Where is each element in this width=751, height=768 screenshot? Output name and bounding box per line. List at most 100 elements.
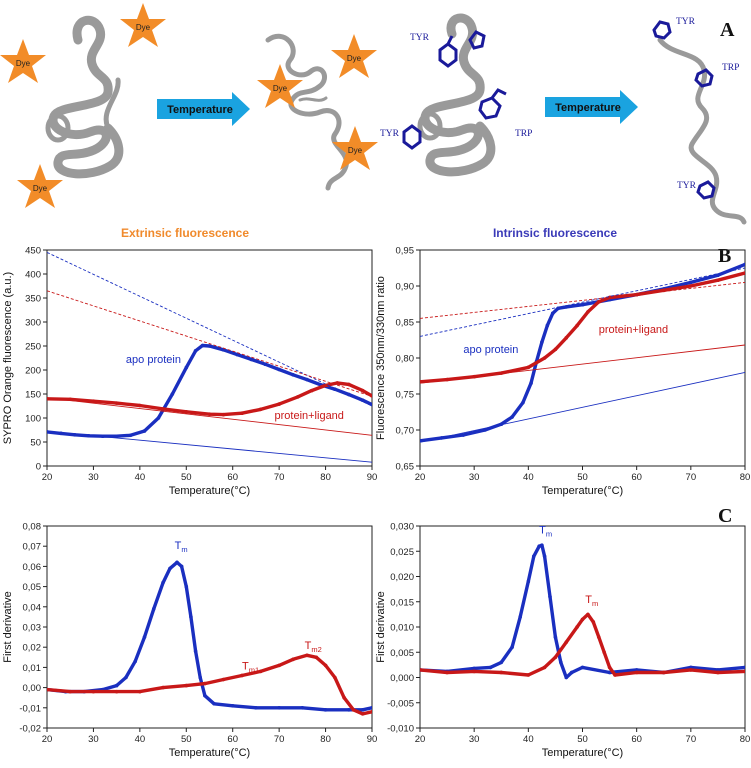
data-point xyxy=(553,655,558,660)
data-point xyxy=(305,653,309,658)
data-point xyxy=(133,659,138,664)
y-tick-label: 100 xyxy=(25,414,41,425)
annotation-label: Tm2 xyxy=(305,640,322,654)
data-point xyxy=(370,706,372,710)
data-point xyxy=(258,669,263,674)
data-point xyxy=(445,670,449,675)
residue-label-tyr: TYR xyxy=(676,17,696,27)
data-point xyxy=(203,693,207,698)
y-tick-label: -0,010 xyxy=(387,724,414,735)
data-point xyxy=(114,689,119,694)
data-point xyxy=(499,670,504,675)
y-tick-label: 150 xyxy=(25,390,41,401)
data-point xyxy=(716,278,720,283)
data-point xyxy=(580,302,585,307)
chart-intrinsic-fluorescence: 20 30 40 50 60 70 80 0,65 0,70 0,75 0,80 0,85 0,90 0,… xyxy=(375,246,750,498)
data-point xyxy=(472,666,476,671)
panel-letter-a: A xyxy=(720,19,735,41)
y-tick-label: 0,80 xyxy=(396,354,415,365)
x-axis-label: Temperature(°C) xyxy=(169,485,250,497)
x-tick-label: 90 xyxy=(367,734,378,745)
residue-label-trp: TRP xyxy=(722,63,739,73)
y-tick-label: 0,06 xyxy=(23,562,42,573)
panel-letter-c: C xyxy=(718,505,732,527)
y-tick-label: 0,70 xyxy=(396,426,415,437)
data-point xyxy=(564,675,569,680)
y-tick-label: 0,07 xyxy=(23,542,42,553)
dye-star-3: Dye xyxy=(17,164,63,208)
unfolded-protein-1 xyxy=(265,33,349,191)
residue-label-tyr: TYR xyxy=(677,181,697,191)
data-point xyxy=(212,701,216,706)
data-point xyxy=(743,669,745,674)
y-tick-label: 0,030 xyxy=(390,522,414,533)
x-tick-label: 60 xyxy=(631,472,642,483)
temperature-arrow-label: Temperature xyxy=(167,104,233,116)
data-point xyxy=(526,365,531,370)
data-point xyxy=(472,669,476,674)
series-apo-baseline-2 xyxy=(47,251,372,407)
x-tick-label: 30 xyxy=(88,472,99,483)
data-point xyxy=(521,400,525,405)
x-axis-label: Temperature(°C) xyxy=(169,747,250,759)
data-point xyxy=(580,617,585,622)
data-point xyxy=(151,607,156,611)
y-axis-label: Fluorescence 350nm/330nm ratio xyxy=(375,276,387,440)
data-point xyxy=(198,675,203,680)
data-point xyxy=(170,392,175,396)
data-point xyxy=(542,554,547,559)
y-tick-label: 450 xyxy=(25,246,41,257)
x-tick-label: 90 xyxy=(367,472,378,483)
dye-star-1: Dye xyxy=(0,39,46,83)
data-point xyxy=(743,665,745,670)
data-point xyxy=(553,635,558,639)
series-apo-protein xyxy=(47,560,372,712)
y-tick-label: 0,08 xyxy=(23,522,42,533)
data-point xyxy=(542,665,547,670)
temperature-arrow-label: Temperature xyxy=(555,102,621,114)
y-tick-label: 0,005 xyxy=(390,648,414,659)
data-point xyxy=(156,416,161,420)
x-tick-label: 50 xyxy=(181,734,192,745)
y-tick-label: 0,05 xyxy=(23,582,42,593)
x-tick-label: 50 xyxy=(181,472,192,483)
data-point xyxy=(553,347,558,352)
annotation-subscript: m1 xyxy=(249,665,259,674)
data-point xyxy=(230,703,235,708)
data-point xyxy=(531,554,536,559)
data-point xyxy=(258,407,263,412)
data-point xyxy=(305,377,309,382)
folded-protein-1 xyxy=(45,15,124,179)
data-point xyxy=(277,706,281,710)
dye-star-5: Dye xyxy=(257,64,303,108)
data-point xyxy=(461,433,466,437)
y-tick-label: 0,020 xyxy=(390,572,414,583)
data-point xyxy=(564,640,569,644)
data-point xyxy=(602,650,606,655)
annotation-subscript: m2 xyxy=(311,645,321,654)
data-point xyxy=(586,612,590,617)
y-tick-label: 0,04 xyxy=(23,602,42,613)
x-tick-label: 30 xyxy=(469,734,480,745)
residue-label-tyr: TYR xyxy=(410,33,430,43)
data-point xyxy=(596,635,601,639)
annotation-subscript: m xyxy=(592,599,598,608)
data-point xyxy=(184,584,189,589)
annotation-label: protein+ligand xyxy=(599,324,668,336)
annotation-label: Tm xyxy=(585,594,598,608)
data-point xyxy=(138,689,142,694)
data-point xyxy=(716,670,720,675)
chart-extrinsic-fluorescence: 20 30 40 50 60 70 80 90 0 50 100 150 200 250 300 350 400… xyxy=(2,246,377,498)
dye-label: Dye xyxy=(348,146,363,155)
annotation-label: Tm xyxy=(539,525,552,539)
y-tick-label: 0,02 xyxy=(23,643,42,654)
data-point xyxy=(193,349,198,353)
data-point xyxy=(221,412,226,417)
data-point xyxy=(207,412,212,416)
plot-series-group xyxy=(47,251,372,463)
data-point xyxy=(564,305,569,309)
x-tick-label: 80 xyxy=(740,472,751,483)
data-point xyxy=(529,381,533,386)
data-point xyxy=(488,665,493,670)
